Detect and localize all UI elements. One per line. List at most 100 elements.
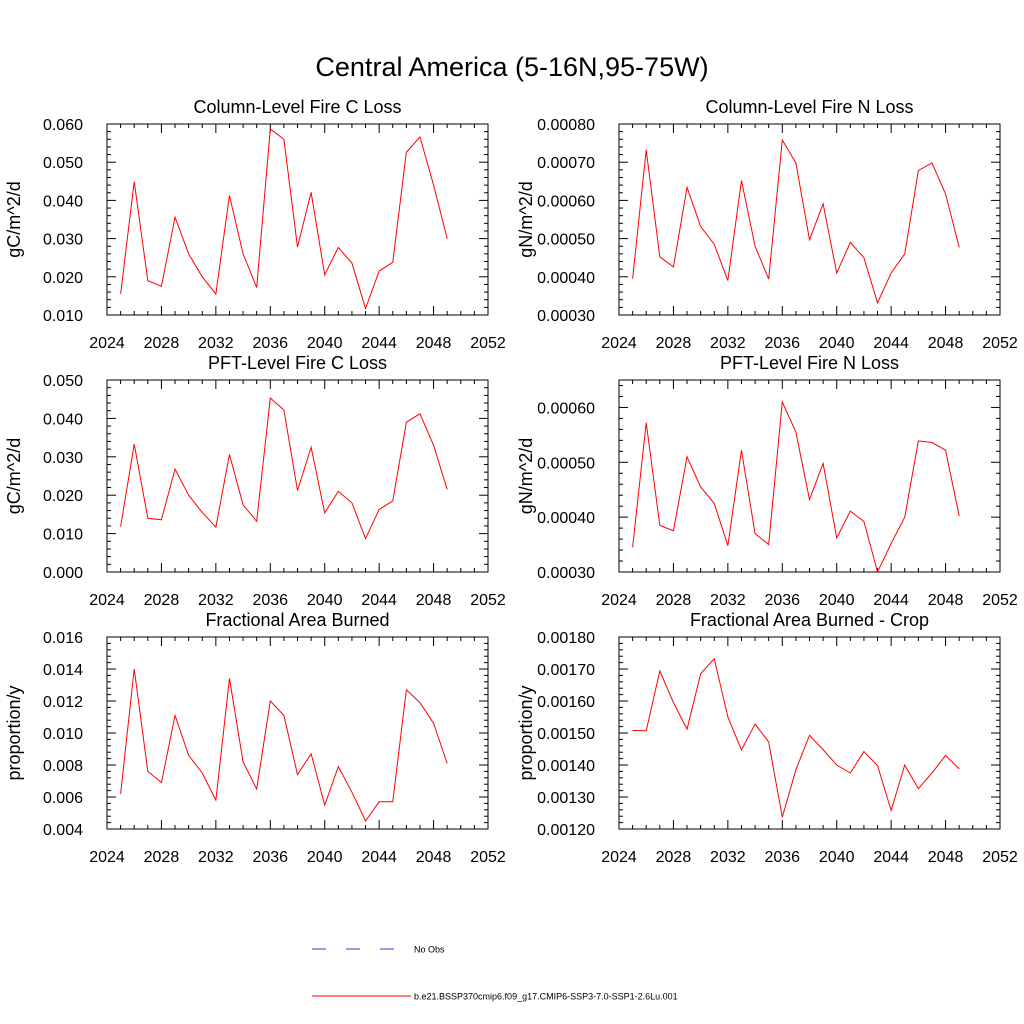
x-tick-label: 2028 (144, 592, 180, 609)
x-tick-label: 2024 (601, 335, 637, 352)
x-tick-label: 2044 (361, 849, 397, 866)
x-tick-label: 2052 (982, 335, 1018, 352)
x-tick-label: 2032 (710, 335, 746, 352)
x-tick-label: 2040 (307, 335, 343, 352)
x-tick-label: 2048 (416, 592, 452, 609)
y-tick-label: 0.00160 (537, 694, 595, 711)
panel-title: PFT-Level Fire C Loss (208, 353, 387, 373)
panel-title: Fractional Area Burned - Crop (690, 610, 929, 630)
series-line (632, 138, 960, 305)
y-tick-label: 0.020 (43, 488, 83, 505)
chart-panel-1: Column-Level Fire C Loss gC/m^2/d 2024 2028… (4, 97, 506, 352)
x-tick-label: 2036 (764, 849, 800, 866)
panels: Column-Level Fire C Loss gC/m^2/d 2024 2028… (4, 97, 1018, 866)
y-tick-label: 0.00040 (537, 270, 595, 287)
x-tick-label: 2028 (144, 335, 180, 352)
y-axis-label: gC/m^2/d (4, 438, 24, 514)
y-tick-label: 0.00030 (537, 308, 595, 325)
y-tick-label: 0.00030 (537, 565, 595, 582)
plot-frame (106, 636, 489, 830)
x-tick-label: 2048 (416, 335, 452, 352)
x-tick-label: 2048 (928, 335, 964, 352)
chart-panel-4: PFT-Level Fire N Loss gN/m^2/d 2024 2028 203… (516, 353, 1018, 609)
x-tick-label: 2052 (470, 849, 506, 866)
panel-title: Fractional Area Burned (205, 610, 389, 630)
x-tick-label: 2048 (928, 592, 964, 609)
x-tick-label: 2032 (710, 849, 746, 866)
x-tick-label: 2028 (656, 592, 692, 609)
y-tick-label: 0.050 (43, 373, 83, 390)
y-tick-label: 0.006 (43, 790, 83, 807)
plot-frame (106, 379, 489, 573)
y-tick-label: 0.00060 (537, 193, 595, 210)
y-tick-label: 0.008 (43, 758, 83, 775)
plot-frame (618, 636, 1001, 830)
figure-title: Central America (5-16N,95-75W) (315, 52, 708, 82)
x-tick-label: 2024 (89, 849, 125, 866)
y-tick-label: 0.050 (43, 155, 83, 172)
x-tick-label: 2032 (710, 592, 746, 609)
x-tick-label: 2036 (764, 335, 800, 352)
y-axis-label: gC/m^2/d (4, 181, 24, 257)
y-tick-label: 0.030 (43, 450, 83, 467)
x-tick-label: 2028 (656, 849, 692, 866)
x-tick-label: 2040 (307, 849, 343, 866)
x-tick-label: 2044 (361, 592, 397, 609)
y-tick-label: 0.00040 (537, 510, 595, 527)
y-tick-label: 0.00170 (537, 662, 595, 679)
series-line (120, 128, 448, 311)
x-tick-label: 2044 (873, 335, 909, 352)
panel-title: PFT-Level Fire N Loss (720, 353, 899, 373)
series-line (120, 668, 448, 822)
panel-title: Column-Level Fire C Loss (193, 97, 401, 117)
x-tick-label: 2040 (819, 849, 855, 866)
x-tick-label: 2036 (252, 849, 288, 866)
x-tick-label: 2036 (764, 592, 800, 609)
chart-panel-5: Fractional Area Burned proportion/y 2024 20… (4, 610, 506, 866)
x-tick-label: 2032 (198, 335, 234, 352)
series-line (120, 397, 448, 540)
y-tick-label: 0.000 (43, 565, 83, 582)
x-tick-label: 2044 (361, 335, 397, 352)
x-tick-label: 2024 (89, 335, 125, 352)
x-tick-label: 2044 (873, 849, 909, 866)
x-tick-label: 2024 (601, 849, 637, 866)
y-tick-label: 0.00140 (537, 758, 595, 775)
plot-frame (106, 123, 489, 316)
x-tick-label: 2052 (470, 335, 506, 352)
legend-label-model: b.e21.BSSP370cmip6.f09_g17.CMIP6-SSP3-7.… (414, 992, 678, 1002)
y-tick-label: 0.00180 (537, 630, 595, 647)
legend: No Obs b.e21.BSSP370cmip6.f09_g17.CMIP6-… (312, 945, 678, 1002)
y-tick-label: 0.00060 (537, 400, 595, 417)
x-tick-label: 2040 (307, 592, 343, 609)
x-tick-label: 2052 (982, 849, 1018, 866)
x-tick-label: 2032 (198, 849, 234, 866)
x-tick-label: 2028 (144, 849, 180, 866)
y-tick-label: 0.00150 (537, 726, 595, 743)
x-tick-label: 2032 (198, 592, 234, 609)
y-tick-label: 0.040 (43, 193, 83, 210)
series-line (632, 400, 960, 574)
y-tick-label: 0.040 (43, 411, 83, 428)
chart-panel-6: Fractional Area Burned - Crop proportion/… (516, 610, 1018, 866)
y-tick-label: 0.00130 (537, 790, 595, 807)
panel-title: Column-Level Fire N Loss (705, 97, 913, 117)
x-tick-label: 2028 (656, 335, 692, 352)
y-tick-label: 0.010 (43, 726, 83, 743)
y-axis-label: gN/m^2/d (516, 438, 536, 514)
chart-panel-3: PFT-Level Fire C Loss gC/m^2/d 2024 2028 203… (4, 353, 506, 609)
y-tick-label: 0.010 (43, 527, 83, 544)
y-tick-label: 0.00070 (537, 155, 595, 172)
y-axis-label: proportion/y (516, 685, 536, 780)
x-tick-label: 2048 (416, 849, 452, 866)
y-tick-label: 0.030 (43, 232, 83, 249)
x-tick-label: 2036 (252, 592, 288, 609)
x-tick-label: 2040 (819, 592, 855, 609)
x-tick-label: 2036 (252, 335, 288, 352)
legend-label-no-obs: No Obs (414, 945, 445, 955)
y-tick-label: 0.00050 (537, 455, 595, 472)
y-tick-label: 0.004 (43, 822, 83, 839)
y-tick-label: 0.016 (43, 630, 83, 647)
x-tick-label: 2024 (601, 592, 637, 609)
